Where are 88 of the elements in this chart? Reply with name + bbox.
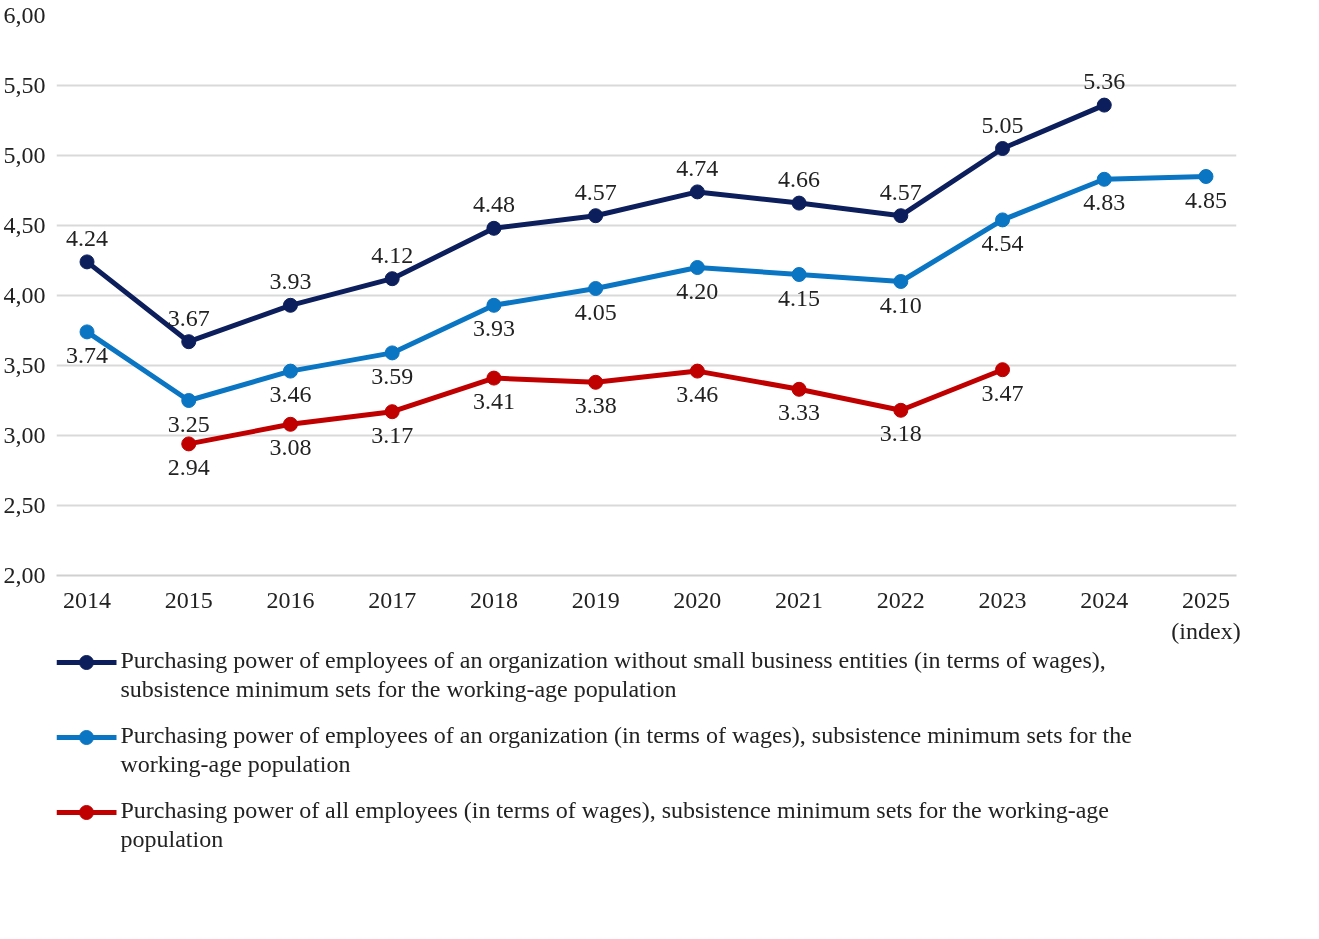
- data-label: 3.93: [269, 268, 312, 295]
- data-label: 3.46: [269, 381, 312, 408]
- data-label: 3.08: [269, 434, 312, 461]
- y-tick-label: 2,00: [3, 562, 46, 588]
- data-label: 5.05: [981, 111, 1024, 138]
- y-tick-label: 6,00: [3, 2, 46, 28]
- x-tick-label: 2023: [978, 586, 1027, 613]
- point: [588, 281, 604, 296]
- point: [588, 374, 604, 390]
- y-tick-label: 3,00: [3, 422, 46, 448]
- point: [79, 254, 95, 270]
- data-label: 3.41: [472, 388, 515, 415]
- data-label: 4.05: [574, 298, 617, 325]
- point: [181, 393, 197, 408]
- x-tick-label: 2021: [775, 586, 824, 613]
- data-label: 3.38: [574, 392, 617, 419]
- data-label: 3.74: [66, 341, 109, 368]
- point: [384, 271, 400, 287]
- data-label: 4.83: [1083, 189, 1126, 216]
- data-label: 2.94: [167, 453, 210, 480]
- x-tick-label: 2020: [673, 586, 722, 613]
- point: [791, 381, 807, 397]
- y-tick-label: 5,50: [3, 72, 46, 98]
- point: [181, 436, 197, 452]
- data-label: 3.18: [879, 420, 922, 447]
- point: [893, 208, 909, 224]
- point: [893, 402, 909, 418]
- point: [1096, 97, 1112, 113]
- point: [995, 141, 1011, 156]
- data-label: 3.46: [676, 381, 719, 408]
- point: [486, 297, 502, 313]
- y-tick-label: 5,00: [3, 142, 46, 168]
- data-label: 5.36: [1083, 68, 1126, 95]
- point: [486, 370, 502, 386]
- data-label: 3.17: [371, 421, 414, 448]
- y-tick-label: 4,50: [3, 212, 46, 238]
- data-label: 3.93: [472, 315, 515, 342]
- point: [791, 267, 807, 282]
- y-tick-label: 2,50: [3, 492, 46, 518]
- point: [995, 212, 1011, 228]
- data-label: 3.33: [778, 399, 821, 426]
- data-label: 4.85: [1184, 186, 1227, 213]
- data-label: 4.24: [66, 224, 109, 251]
- data-label: 4.20: [676, 277, 719, 304]
- data-label: 3.59: [371, 362, 414, 389]
- point: [79, 324, 95, 340]
- x-tick-label: 2014: [63, 586, 112, 613]
- x-tick-label: 2016: [266, 586, 315, 613]
- data-label: 3.25: [167, 410, 210, 437]
- point: [893, 274, 909, 289]
- x-tick-label: 2025 (index): [1171, 586, 1241, 644]
- point: [791, 195, 807, 211]
- point: [282, 363, 298, 379]
- point: [588, 208, 604, 224]
- data-label: 4.74: [676, 154, 719, 181]
- point: [1096, 171, 1112, 187]
- y-tick-label: 3,50: [3, 352, 46, 378]
- point: [689, 260, 705, 275]
- data-label: 4.12: [371, 241, 414, 268]
- point: [181, 334, 197, 350]
- point: [689, 363, 705, 379]
- x-tick-label: 2017: [368, 586, 417, 613]
- data-label: 4.57: [879, 178, 922, 205]
- data-label: 4.66: [778, 166, 821, 193]
- legend-label: Purchasing power of employees of an organization without small business entities (in terms of wages), subsistence minimum sets for the working-age population: [120, 646, 1106, 703]
- legend-label: Purchasing power of employees of an organization (in terms of wages), subsistence minimum sets for the working-age population: [120, 721, 1132, 778]
- data-label: 4.10: [879, 291, 922, 318]
- point: [1198, 169, 1214, 184]
- point: [282, 297, 298, 313]
- data-label: 3.47: [981, 379, 1024, 406]
- x-tick-label: 2019: [571, 586, 620, 613]
- x-tick-label: 2024: [1080, 586, 1129, 613]
- data-label: 4.54: [981, 229, 1024, 256]
- x-tick-label: 2018: [469, 586, 518, 613]
- data-label: 4.57: [574, 178, 617, 205]
- point: [689, 184, 705, 200]
- data-label: 4.15: [778, 284, 821, 311]
- legend-label: Purchasing power of all employees (in terms of wages), subsistence minimum sets for the working-age population: [120, 796, 1109, 853]
- y-tick-label: 4,00: [3, 282, 46, 308]
- x-tick-label: 2022: [876, 586, 925, 613]
- point: [995, 362, 1011, 378]
- data-label: 3.67: [167, 304, 210, 331]
- point: [486, 220, 502, 236]
- point: [384, 345, 400, 361]
- data-label: 4.48: [472, 191, 515, 218]
- point: [282, 416, 298, 432]
- point: [384, 404, 400, 420]
- x-tick-label: 2015: [164, 586, 213, 613]
